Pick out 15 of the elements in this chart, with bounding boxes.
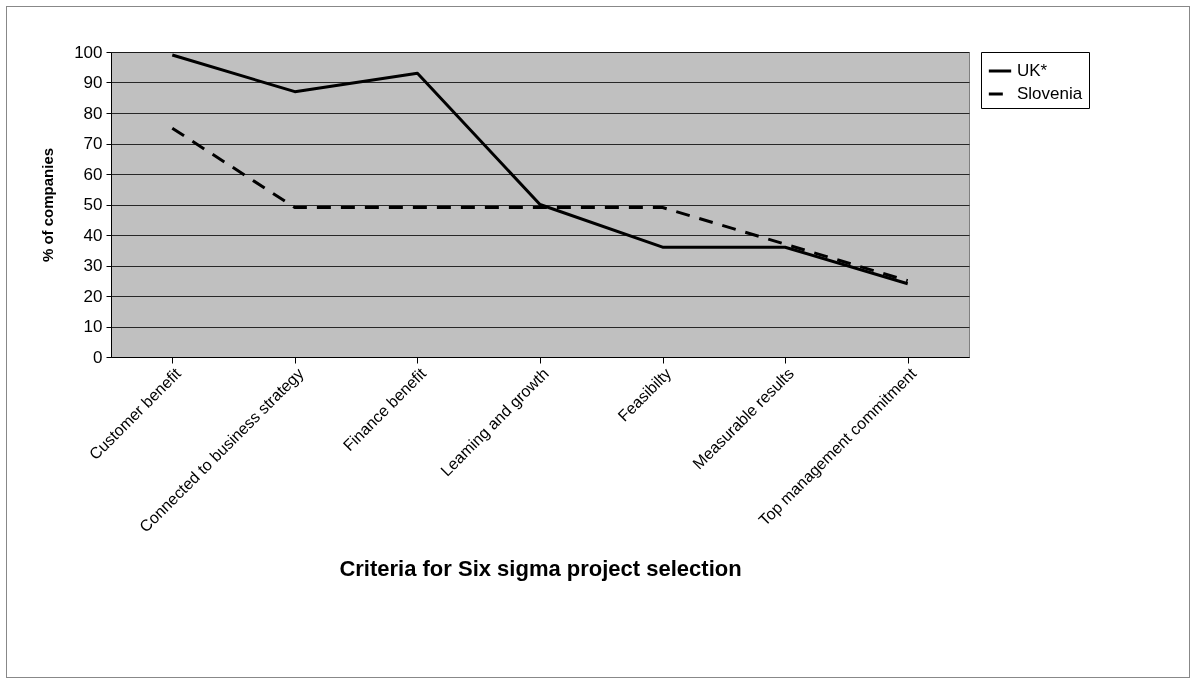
y-tick-label: 0 xyxy=(93,347,103,367)
y-tick-label: 20 xyxy=(83,286,103,306)
y-tick-label: 40 xyxy=(83,225,103,245)
legend-label: UK* xyxy=(1017,61,1048,80)
x-axis-title: Criteria for Six sigma project selection xyxy=(339,556,742,582)
y-tick-label: 60 xyxy=(83,164,103,184)
y-tick-label: 70 xyxy=(83,134,103,153)
y-tick-label: 90 xyxy=(83,73,103,92)
y-tick-label: 100 xyxy=(74,42,103,62)
y-tick-label: 50 xyxy=(83,195,103,214)
y-tick-label: 30 xyxy=(83,256,103,275)
legend-label: Slovenia xyxy=(1017,84,1083,103)
y-axis-title: % of companies xyxy=(39,147,57,263)
y-tick-label: 10 xyxy=(83,317,103,336)
y-tick-label: 80 xyxy=(83,103,103,123)
